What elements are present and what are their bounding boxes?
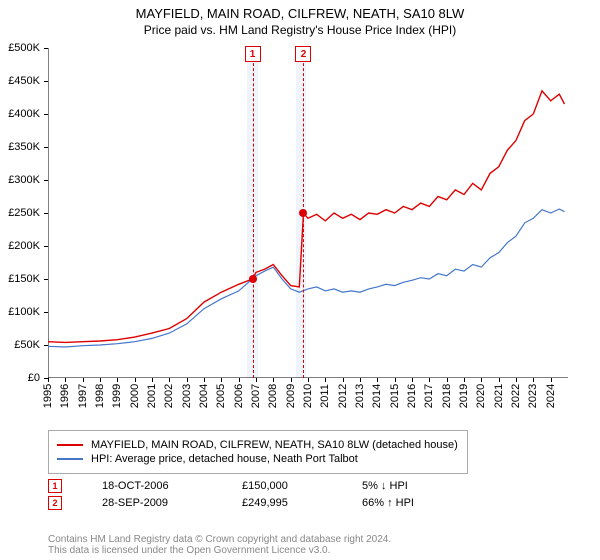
marker-table-num: 1 [48,479,62,493]
series-price_paid [48,91,565,343]
legend-label: MAYFIELD, MAIN ROAD, CILFREW, NEATH, SA1… [91,439,458,451]
marker-table-price: £150,000 [242,480,322,492]
chart-container: MAYFIELD, MAIN ROAD, CILFREW, NEATH, SA1… [0,0,600,560]
marker-table-row: 1 18-OCT-2006 £150,000 5% ↓ HPI [48,479,568,493]
chart-subtitle: Price paid vs. HM Land Registry's House … [0,21,600,41]
x-tick-label: 2006 [233,384,245,408]
y-tick-label: £0 [28,372,40,384]
x-tick-label: 2008 [267,384,279,408]
marker-label: 2 [295,46,311,62]
x-tick-label: 2005 [215,384,227,408]
legend-label: HPI: Average price, detached house, Neat… [91,453,358,465]
x-tick-label: 2022 [510,384,522,408]
x-tick-label: 2011 [319,384,331,408]
y-tick-label: £50K [14,339,40,351]
x-tick-label: 2000 [129,384,141,408]
x-tick-label: 2004 [198,384,210,408]
chart-title: MAYFIELD, MAIN ROAD, CILFREW, NEATH, SA1… [0,0,600,21]
marker-table-num: 2 [48,496,62,510]
marker-table: 1 18-OCT-2006 £150,000 5% ↓ HPI 2 28-SEP-2009… [48,476,568,513]
copyright-line2: This data is licensed under the Open Gov… [48,545,391,556]
legend-swatch [57,458,83,459]
copyright-line1: Contains HM Land Registry data © Crown c… [48,534,391,545]
x-tick-label: 2013 [354,384,366,408]
x-tick-label: 1995 [42,384,54,408]
x-axis: 1995199619971998199920002001200220032004… [48,382,568,422]
x-tick-label: 2021 [493,384,505,408]
marker-dot [249,275,257,283]
marker-table-pct: 66% ↑ HPI [362,497,414,509]
marker-table-date: 28-SEP-2009 [102,497,202,509]
x-tick-label: 2012 [337,384,349,408]
x-tick-label: 2024 [545,384,557,408]
y-tick-label: £500K [8,42,40,54]
x-tick-label: 2014 [371,384,383,408]
y-tick-label: £300K [8,174,40,186]
x-tick-label: 2019 [458,384,470,408]
legend: MAYFIELD, MAIN ROAD, CILFREW, NEATH, SA1… [48,430,468,474]
y-tick-label: £250K [8,207,40,219]
legend-item: MAYFIELD, MAIN ROAD, CILFREW, NEATH, SA1… [57,439,459,451]
x-tick-label: 2007 [250,384,262,408]
plot-area: 12 [48,48,568,378]
marker-table-price: £249,995 [242,497,322,509]
plot-svg [48,48,568,378]
x-tick-label: 2010 [302,384,314,408]
x-tick-label: 1996 [59,384,71,408]
marker-line [253,48,254,378]
y-tick-label: £400K [8,108,40,120]
y-tick-label: £150K [8,273,40,285]
x-tick-label: 1998 [94,384,106,408]
marker-table-row: 2 28-SEP-2009 £249,995 66% ↑ HPI [48,496,568,510]
x-tick-label: 2020 [475,384,487,408]
y-axis: £0£50K£100K£150K£200K£250K£300K£350K£400… [0,48,44,378]
x-tick-label: 2018 [441,384,453,408]
marker-table-pct: 5% ↓ HPI [362,480,408,492]
x-tick-label: 1999 [111,384,123,408]
y-tick-label: £350K [8,141,40,153]
x-tick-label: 2009 [285,384,297,408]
marker-table-date: 18-OCT-2006 [102,480,202,492]
x-tick-label: 2002 [163,384,175,408]
y-tick-label: £450K [8,75,40,87]
x-tick-label: 2016 [406,384,418,408]
x-tick-label: 1997 [77,384,89,408]
x-tick-label: 2001 [146,384,158,408]
copyright: Contains HM Land Registry data © Crown c… [48,534,391,556]
legend-item: HPI: Average price, detached house, Neat… [57,453,459,465]
y-tick-label: £100K [8,306,40,318]
x-tick-label: 2015 [389,384,401,408]
legend-swatch [57,444,83,446]
x-tick-label: 2017 [423,384,435,408]
x-tick-label: 2003 [181,384,193,408]
marker-dot [299,209,307,217]
series-hpi [48,209,565,347]
y-tick-label: £200K [8,240,40,252]
x-tick-label: 2023 [527,384,539,408]
marker-label: 1 [245,46,261,62]
